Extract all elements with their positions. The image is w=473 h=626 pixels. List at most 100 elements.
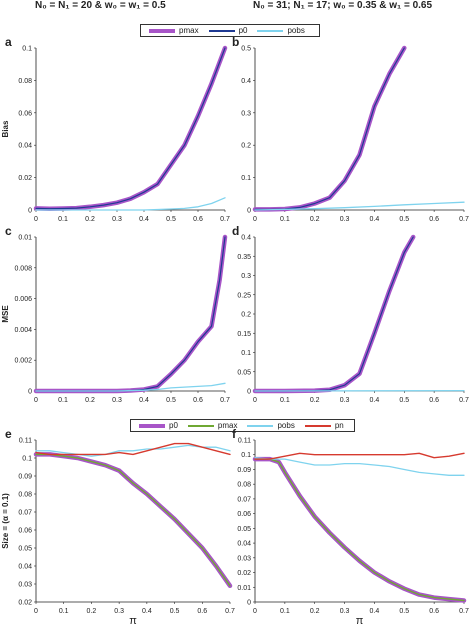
panel-e-ytick-label: 0.07	[18, 510, 32, 517]
panel-f-xtick-label: 0.7	[459, 608, 469, 615]
panel-d-series-p0	[254, 236, 414, 392]
panel-e-ytick-label: 0.09	[18, 474, 32, 481]
panel-a-xtick-label: 0.5	[166, 216, 176, 223]
panel-a-ytick-label: 0	[28, 208, 32, 215]
panel-d-ytick-label: 0.05	[237, 369, 251, 376]
panel-f-ytick-label: 0.04	[237, 541, 251, 548]
panel-f-ytick-label: 0.06	[237, 511, 251, 518]
panel-d-ytick-label: 0.4	[241, 235, 251, 242]
panel-a-xtick-label: 0.1	[58, 216, 68, 223]
panel-d-xtick-label: 0.4	[370, 397, 380, 404]
panel-a-ytick-label: 0.02	[18, 175, 32, 182]
legend-top-item-pmax: pmax	[149, 26, 199, 35]
panel-a-xtick-label: 0.4	[139, 216, 149, 223]
panel-d-ytick-label: 0.25	[237, 292, 251, 299]
panel-b-ytick-label: 0.4	[241, 78, 251, 85]
legend-bottom: p0 pmax pobs pn	[130, 419, 355, 432]
panel-e-xlabel: π	[129, 615, 137, 626]
panel-a-letter: a	[5, 35, 12, 49]
legend-top-item-pobs: pobs	[257, 26, 305, 35]
panel-c-xtick-label: 0.6	[193, 397, 203, 404]
panel-a-ytick-label: 0.04	[18, 143, 32, 150]
legend-top: pmax p0 pobs	[140, 24, 320, 37]
panel-e-ytick-label: 0.05	[18, 546, 32, 553]
panel-c-xtick-label: 0.4	[139, 397, 149, 404]
panel-e-xtick-label: 0.1	[59, 608, 69, 615]
panel-f-letter: f	[232, 427, 237, 441]
panel-c-xtick-label: 0	[34, 397, 38, 404]
panel-e-xtick-label: 0	[34, 608, 38, 615]
panel-f-series-pobs	[254, 457, 465, 476]
panel-a-xtick-label: 0	[34, 216, 38, 223]
panel-b-series-p0	[254, 47, 405, 210]
panel-f-xtick-label: 0.3	[340, 608, 350, 615]
panel-c-ytick-label: 0.006	[14, 296, 32, 303]
panel-f-ytick-label: 0.11	[238, 438, 251, 445]
panel-b-series-pobs	[254, 201, 465, 211]
legend-bottom-item-p0: p0	[139, 421, 178, 430]
panel-d-xtick-label: 0.7	[459, 397, 469, 404]
panel-d-series-pmax	[252, 234, 416, 394]
panel-c-letter: c	[5, 224, 12, 238]
title-left: N₀ = N₁ = 20 & w₀ = w₁ = 0.5	[35, 0, 166, 11]
panel-e-ytick-label: 0.03	[18, 582, 32, 589]
panel-b-xtick-label: 0.4	[370, 216, 380, 223]
panel-b-letter: b	[232, 35, 239, 49]
panel-d-xtick-label: 0	[253, 397, 257, 404]
panel-d-ytick-label: 0	[247, 389, 251, 396]
panel-b-ytick-label: 0	[247, 208, 251, 215]
panel-b-xtick-label: 0	[253, 216, 257, 223]
panel-e-series-p0	[33, 452, 233, 589]
panel-e-ylabel: Size = (α = 0.1)	[1, 493, 10, 549]
panel-a-ytick-label: 0.1	[22, 46, 32, 53]
panel-f-ytick-label: 0.09	[237, 467, 251, 474]
panel-c-ytick-label: 0	[28, 389, 32, 396]
panel-f-xtick-label: 0.5	[399, 608, 409, 615]
panel-f-series-pmax	[254, 458, 465, 602]
panel-d-xtick-label: 0.2	[310, 397, 320, 404]
panel-f-xtick-label: 0.4	[370, 608, 380, 615]
panel-d-letter: d	[232, 224, 239, 238]
panel-e-series-pn	[35, 442, 231, 456]
panel-d-ytick-label: 0.15	[237, 331, 251, 338]
panel-a-xtick-label: 0.2	[85, 216, 95, 223]
panel-e-xtick-label: 0.7	[225, 608, 235, 615]
panel-f-ytick-label: 0.1	[241, 452, 251, 459]
panel-b-series-pmax	[252, 45, 407, 212]
panel-b-ytick-label: 0.1	[241, 175, 251, 182]
panel-b-xtick-label: 0.5	[399, 216, 409, 223]
legend-bottom-item-pn: pn	[304, 421, 344, 430]
panel-b-xtick-label: 0.2	[310, 216, 320, 223]
panel-c-series-pmax	[33, 234, 228, 394]
panel-f-ytick-label: 0.07	[237, 496, 251, 503]
panel-e-xtick-label: 0.6	[197, 608, 207, 615]
panel-e-ytick-label: 0.06	[18, 528, 32, 535]
panel-b-xtick-label: 0.3	[340, 216, 350, 223]
panel-f-series-p0	[252, 456, 467, 603]
legend-bottom-item-pmax: pmax	[187, 421, 237, 430]
panel-a-ylabel: Bias	[1, 120, 10, 137]
panel-e-ytick-label: 0.08	[18, 492, 32, 499]
panel-f-series-pn	[254, 452, 465, 460]
panel-e-ytick-label: 0.04	[18, 564, 32, 571]
panel-e-letter: e	[5, 427, 12, 441]
legend-top-item-p0: p0	[208, 26, 247, 35]
panel-f-ytick-label: 0.05	[237, 526, 251, 533]
panel-e-xtick-label: 0.2	[87, 608, 97, 615]
panel-a-ytick-label: 0.08	[18, 78, 32, 85]
panel-a-series-p0	[35, 47, 226, 210]
panel-a-xtick-label: 0.6	[193, 216, 203, 223]
panel-d-ytick-label: 0.2	[241, 312, 251, 319]
panel-f-ytick-label: 0.03	[237, 555, 251, 562]
panel-a-series-pmax	[33, 45, 228, 211]
panel-a-xtick-label: 0.7	[220, 216, 230, 223]
panel-f-ytick-label: 0.02	[237, 570, 251, 577]
panel-c-xtick-label: 0.7	[220, 397, 230, 404]
panel-f-xtick-label: 0	[253, 608, 257, 615]
panel-b-ytick-label: 0.5	[241, 46, 251, 53]
panel-d-ytick-label: 0.3	[241, 273, 251, 280]
panel-d-xtick-label: 0.3	[340, 397, 350, 404]
panel-c-ytick-label: 0.01	[18, 235, 32, 242]
panel-f-ytick-label: 0	[247, 600, 251, 607]
panel-f-xtick-label: 0.2	[310, 608, 320, 615]
